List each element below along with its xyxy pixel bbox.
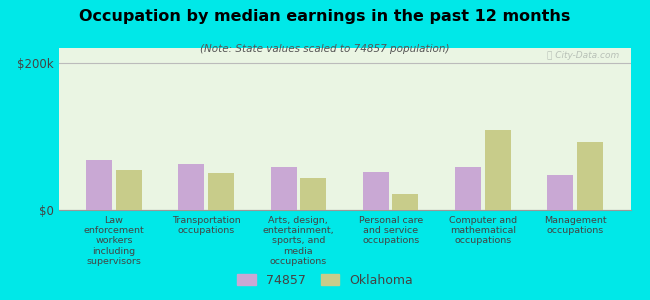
Bar (455, 167, 481, 210)
Bar (208, 173, 234, 210)
Bar (363, 172, 389, 210)
Text: (Note: State values scaled to 74857 population): (Note: State values scaled to 74857 popu… (200, 44, 450, 53)
Bar (179, 164, 204, 210)
Legend: 74857, Oklahoma: 74857, Oklahoma (233, 270, 417, 291)
Bar (393, 194, 419, 210)
Bar (485, 130, 510, 210)
Bar (116, 169, 142, 210)
Bar (547, 175, 573, 210)
Bar (300, 178, 326, 210)
Bar (270, 167, 296, 210)
Bar (86, 160, 112, 210)
Text: ⓘ City-Data.com: ⓘ City-Data.com (547, 51, 619, 60)
Text: Occupation by median earnings in the past 12 months: Occupation by median earnings in the pas… (79, 9, 571, 24)
Bar (577, 142, 603, 210)
